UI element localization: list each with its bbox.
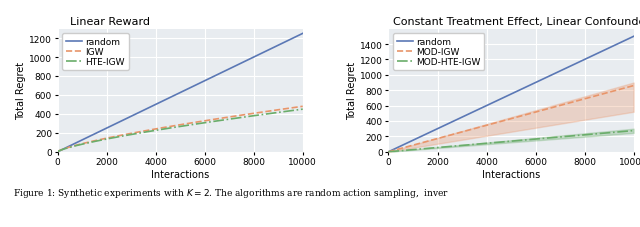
random (102, 128, 109, 130)
IGW (287, 107, 295, 110)
IGW (223, 116, 230, 119)
Line: HTE-IGW: HTE-IGW (58, 110, 303, 152)
HTE-IGW (102, 138, 109, 141)
IGW (102, 137, 109, 140)
HTE-IGW (54, 151, 61, 153)
Legend: random, MOD-IGW, MOD-HTE-IGW: random, MOD-IGW, MOD-HTE-IGW (393, 34, 484, 71)
MOD-IGW (410, 144, 417, 147)
random (299, 33, 307, 36)
MOD-IGW (618, 88, 626, 91)
random (630, 36, 637, 39)
IGW (197, 121, 205, 123)
MOD-IGW (630, 85, 637, 88)
random (410, 139, 417, 142)
MOD-HTE-IGW (630, 130, 637, 132)
MOD-IGW (554, 105, 561, 108)
MOD-HTE-IGW (550, 136, 558, 139)
Line: MOD-HTE-IGW: MOD-HTE-IGW (388, 131, 634, 152)
MOD-IGW (550, 106, 558, 109)
MOD-HTE-IGW (528, 138, 536, 141)
IGW (79, 143, 86, 145)
random (528, 84, 536, 86)
IGW (54, 151, 61, 153)
Text: Constant Treatment Effect, Linear Confounder: Constant Treatment Effect, Linear Confou… (394, 17, 640, 27)
MOD-HTE-IGW (433, 147, 440, 149)
random (618, 41, 626, 44)
MOD-IGW (385, 151, 392, 153)
MOD-IGW (433, 138, 440, 141)
HTE-IGW (197, 122, 205, 125)
MOD-IGW (528, 112, 536, 115)
HTE-IGW (223, 119, 230, 121)
Line: IGW: IGW (58, 107, 303, 152)
IGW (299, 106, 307, 108)
random (220, 71, 227, 74)
random (550, 73, 558, 76)
random (223, 69, 230, 72)
HTE-IGW (287, 110, 295, 113)
Legend: random, IGW, HTE-IGW: random, IGW, HTE-IGW (62, 34, 129, 71)
Y-axis label: Total Regret: Total Regret (16, 62, 26, 120)
random (54, 151, 61, 153)
MOD-HTE-IGW (618, 131, 626, 133)
HTE-IGW (220, 119, 227, 122)
random (197, 82, 205, 85)
X-axis label: Interactions: Interactions (482, 169, 540, 179)
random (433, 128, 440, 131)
Text: Figure 1: Synthetic experiments with $K = 2$. The algorithms are random action s: Figure 1: Synthetic experiments with $K … (13, 186, 449, 199)
Line: random: random (388, 37, 634, 152)
Text: Linear Reward: Linear Reward (70, 17, 150, 27)
X-axis label: Interactions: Interactions (151, 169, 209, 179)
Line: MOD-IGW: MOD-IGW (388, 86, 634, 152)
random (287, 39, 295, 41)
random (385, 151, 392, 153)
MOD-HTE-IGW (385, 151, 392, 153)
HTE-IGW (299, 108, 307, 111)
HTE-IGW (79, 143, 86, 146)
IGW (220, 117, 227, 120)
random (79, 139, 86, 141)
Line: random: random (58, 34, 303, 152)
Y-axis label: Total Regret: Total Regret (347, 62, 357, 120)
random (554, 72, 561, 74)
MOD-HTE-IGW (554, 136, 561, 139)
MOD-HTE-IGW (410, 148, 417, 151)
